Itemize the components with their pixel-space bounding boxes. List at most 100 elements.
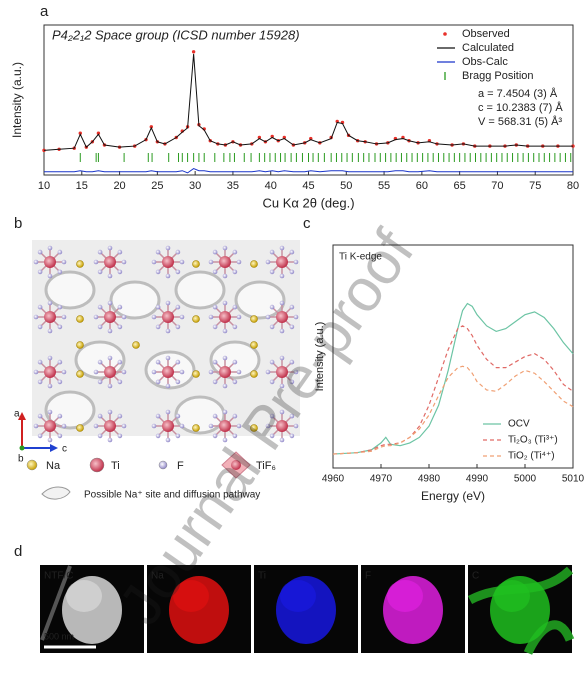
x-tick-label: 15	[76, 180, 88, 192]
f-atom	[293, 314, 299, 320]
f-atom	[57, 433, 63, 439]
legend-label: Possible Na⁺ site and diffusion pathway	[84, 490, 260, 501]
ti-atom	[162, 420, 174, 432]
f-atom	[155, 269, 161, 275]
x-tick-label: 75	[529, 180, 541, 192]
f-atom	[175, 413, 181, 419]
f-atom	[179, 369, 185, 375]
x-tick-label: 45	[302, 180, 314, 192]
legend-label: Observed	[462, 28, 510, 40]
annotation: a = 7.4504 (3) Å	[478, 87, 558, 100]
f-atom	[293, 259, 299, 265]
f-atom	[117, 269, 123, 275]
f-atom	[269, 249, 275, 255]
f-atom	[232, 379, 238, 385]
ti-atom	[44, 420, 56, 432]
f-atom	[121, 259, 127, 265]
panel-label: b	[14, 215, 22, 232]
x-tick-label: 5010	[562, 474, 584, 485]
f-atom	[61, 259, 67, 265]
f-atom	[97, 304, 103, 310]
f-atom	[155, 359, 161, 365]
f-atom	[208, 314, 214, 320]
particle	[173, 580, 209, 612]
x-tick-label: 4970	[370, 474, 393, 485]
f-atom	[222, 409, 228, 415]
legend-label: OCV	[508, 419, 530, 430]
f-atom	[279, 300, 285, 306]
f-atom	[97, 359, 103, 365]
f-atom	[57, 324, 63, 330]
carbon-network	[40, 565, 72, 641]
na-atom	[250, 341, 258, 349]
scale-bar-label: 500 nm	[44, 631, 74, 641]
series-line	[43, 53, 573, 151]
f-atom	[151, 259, 157, 265]
f-atom	[155, 433, 161, 439]
f-atom	[121, 423, 127, 429]
f-atom	[33, 423, 39, 429]
f-atom	[293, 369, 299, 375]
na-atom	[250, 424, 258, 432]
ti-atom	[104, 311, 116, 323]
legend-symbol	[26, 459, 38, 471]
f-atom	[97, 413, 103, 419]
na-atom	[76, 315, 84, 323]
f-atom	[265, 423, 271, 429]
diffusion-pathway	[174, 270, 226, 310]
f-atom	[289, 304, 295, 310]
f-atom	[107, 437, 113, 443]
legend-label: TiO₂ (Ti⁴⁺)	[508, 451, 555, 462]
f-atom	[265, 314, 271, 320]
f-atom	[97, 324, 103, 330]
na-atom	[192, 424, 200, 432]
f-atom	[121, 369, 127, 375]
legend-symbol	[41, 486, 71, 500]
ti-atom	[276, 311, 288, 323]
f-atom	[269, 304, 275, 310]
f-atom	[47, 355, 53, 361]
f-atom	[151, 423, 157, 429]
f-atom	[155, 379, 161, 385]
f-atom	[289, 249, 295, 255]
f-atom	[97, 269, 103, 275]
map-label: F	[365, 571, 371, 582]
f-atom	[236, 259, 242, 265]
f-atom	[279, 273, 285, 279]
f-atom	[208, 423, 214, 429]
diffusion-pathway	[44, 270, 96, 310]
f-atom	[155, 324, 161, 330]
f-atom	[37, 304, 43, 310]
map-label: Na	[151, 571, 164, 582]
x-tick-label: 4980	[418, 474, 441, 485]
panel-label: a	[40, 3, 49, 20]
na-atom	[76, 260, 84, 268]
x-tick-label: 60	[416, 180, 428, 192]
f-atom	[222, 300, 228, 306]
legend-symbol	[89, 457, 105, 473]
f-atom	[179, 423, 185, 429]
f-atom	[222, 273, 228, 279]
na-atom	[192, 260, 200, 268]
ti-atom	[276, 420, 288, 432]
f-atom	[165, 300, 171, 306]
ti-atom	[104, 420, 116, 432]
f-atom	[121, 314, 127, 320]
ti-atom	[104, 366, 116, 378]
f-atom	[222, 355, 228, 361]
axis-label: c	[62, 444, 67, 455]
chart-title: P4₂2₁2 Space group (ICSD number 15928)	[52, 27, 300, 42]
axis-label: a	[14, 409, 20, 420]
f-atom	[279, 328, 285, 334]
f-atom	[236, 423, 242, 429]
map-label: C	[472, 571, 479, 582]
legend-label: Ti₂O₃ (Ti³⁺)	[508, 435, 558, 446]
f-atom	[165, 409, 171, 415]
f-atom	[37, 379, 43, 385]
axis-arrow	[18, 412, 26, 420]
f-atom	[57, 413, 63, 419]
x-tick-label: 4960	[322, 474, 345, 485]
x-tick-label: 20	[113, 180, 125, 192]
f-atom	[37, 324, 43, 330]
